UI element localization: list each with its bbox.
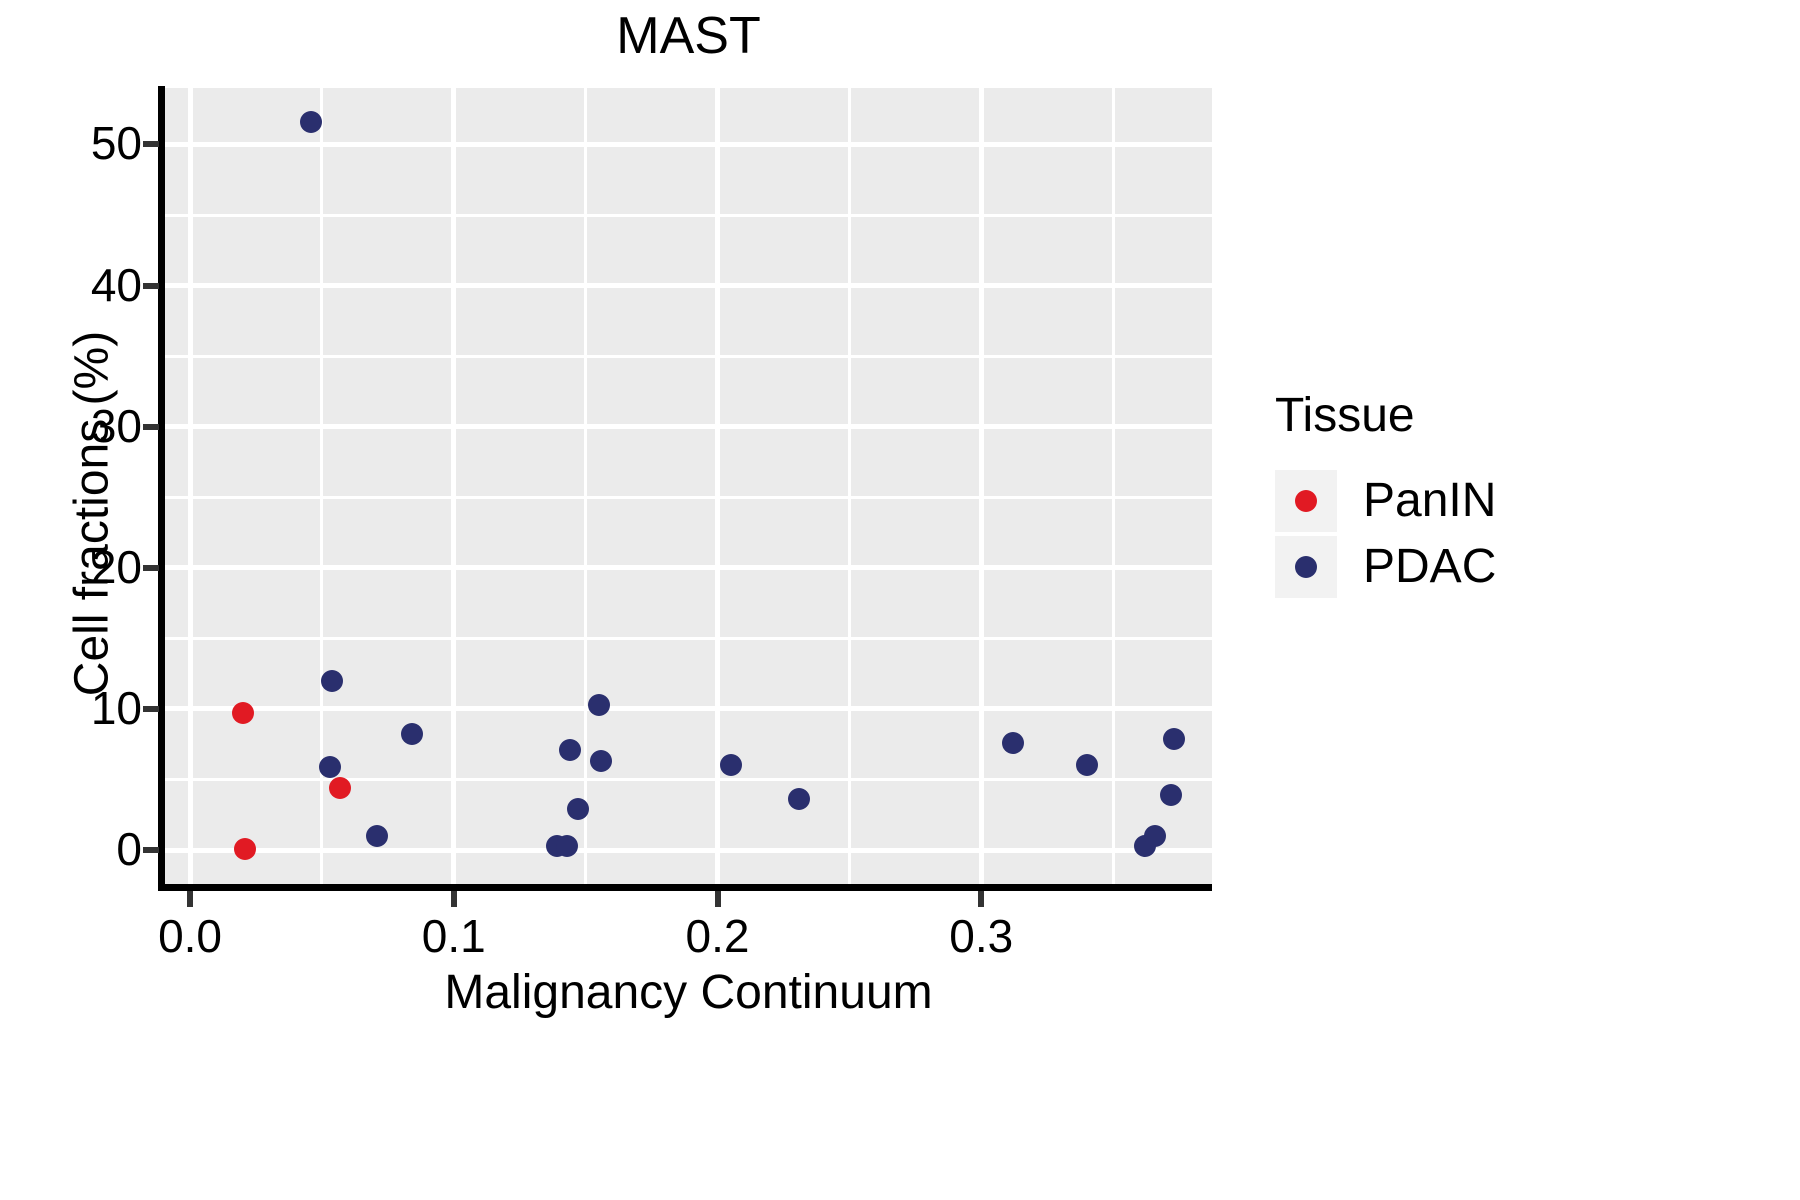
page-title: MAST <box>616 7 761 65</box>
gridline-horizontal-minor <box>165 354 1212 358</box>
gridline-horizontal-major <box>165 565 1212 571</box>
y-tick-mark <box>143 282 159 289</box>
data-point-panin <box>234 837 257 860</box>
legend-item-pdac[interactable]: PDAC <box>1275 534 1695 600</box>
y-tick-mark <box>143 564 159 571</box>
data-point-pdac <box>788 788 811 811</box>
legend-dot-icon <box>1295 490 1317 512</box>
y-tick-mark <box>143 847 159 854</box>
legend-item-panin[interactable]: PanIN <box>1275 468 1695 534</box>
legend-item-label: PDAC <box>1363 540 1497 593</box>
gridline-horizontal-major <box>165 706 1212 712</box>
y-tick-mark <box>143 705 159 712</box>
legend-entries: PanIN PDAC <box>1275 468 1695 600</box>
data-point-pdac <box>321 669 344 692</box>
gridline-horizontal-major <box>165 847 1212 853</box>
gridline-vertical-minor <box>847 88 851 884</box>
gridline-horizontal-minor <box>165 636 1212 640</box>
y-tick-label: 30 <box>90 399 142 452</box>
data-point-pdac <box>566 798 589 821</box>
data-point-pdac <box>556 834 579 857</box>
x-axis-line <box>158 884 1212 891</box>
data-point-pdac <box>1144 825 1167 847</box>
data-point-pdac <box>590 750 613 773</box>
x-tick-mark <box>978 891 985 907</box>
data-point-panin <box>231 702 254 725</box>
gridline-vertical-major <box>451 88 457 884</box>
data-point-pdac <box>1001 731 1024 754</box>
gridline-horizontal-minor <box>165 213 1212 217</box>
plot-panel <box>165 88 1212 884</box>
gridline-vertical-minor <box>1111 88 1115 884</box>
data-point-panin <box>329 777 352 800</box>
gridline-horizontal-minor <box>165 778 1212 782</box>
x-tick-mark <box>714 891 721 907</box>
gridline-vertical-minor <box>584 88 588 884</box>
x-tick-label: 0.0 <box>158 910 223 962</box>
gridline-vertical-minor <box>320 88 324 884</box>
data-point-pdac <box>366 825 389 847</box>
data-point-pdac <box>587 693 610 716</box>
legend-title: Tissue <box>1275 389 1415 442</box>
legend-key-swatch <box>1275 536 1337 598</box>
data-point-pdac <box>1160 784 1183 807</box>
y-tick-label: 40 <box>90 258 142 311</box>
data-point-pdac <box>400 723 423 746</box>
data-point-pdac <box>719 754 742 777</box>
y-tick-label: 20 <box>90 540 142 593</box>
data-point-pdac <box>318 755 341 778</box>
gridline-horizontal-major <box>165 141 1212 147</box>
x-axis-label: Malignancy Continuum <box>444 966 933 1019</box>
data-point-pdac <box>1075 754 1098 777</box>
y-axis-line <box>158 86 165 886</box>
legend-item-label: PanIN <box>1363 474 1497 527</box>
data-point-pdac <box>558 738 581 761</box>
y-tick-label: 0 <box>116 823 142 876</box>
legend-key-swatch <box>1275 470 1337 532</box>
x-tick-label: 0.3 <box>949 910 1014 962</box>
y-tick-label: 50 <box>90 117 142 170</box>
y-tick-label: 10 <box>90 681 142 734</box>
gridline-vertical-major <box>715 88 720 884</box>
x-tick-label: 0.1 <box>421 910 486 962</box>
x-tick-mark <box>450 891 457 907</box>
data-point-pdac <box>1162 727 1185 750</box>
y-tick-mark <box>143 141 159 148</box>
y-axis-label: Cell fractions (%) <box>65 330 119 697</box>
x-tick-mark <box>187 891 194 907</box>
legend-dot-icon <box>1295 556 1317 578</box>
gridline-vertical-major <box>978 88 984 884</box>
data-point-pdac <box>300 110 323 133</box>
legend: Tissue PanIN PDAC <box>1275 390 1695 600</box>
x-tick-label: 0.2 <box>685 910 750 962</box>
gridline-vertical-major <box>187 88 193 884</box>
gridline-horizontal-major <box>165 424 1212 430</box>
y-tick-mark <box>143 423 159 430</box>
gridline-horizontal-major <box>165 283 1212 289</box>
gridline-horizontal-minor <box>165 495 1212 499</box>
